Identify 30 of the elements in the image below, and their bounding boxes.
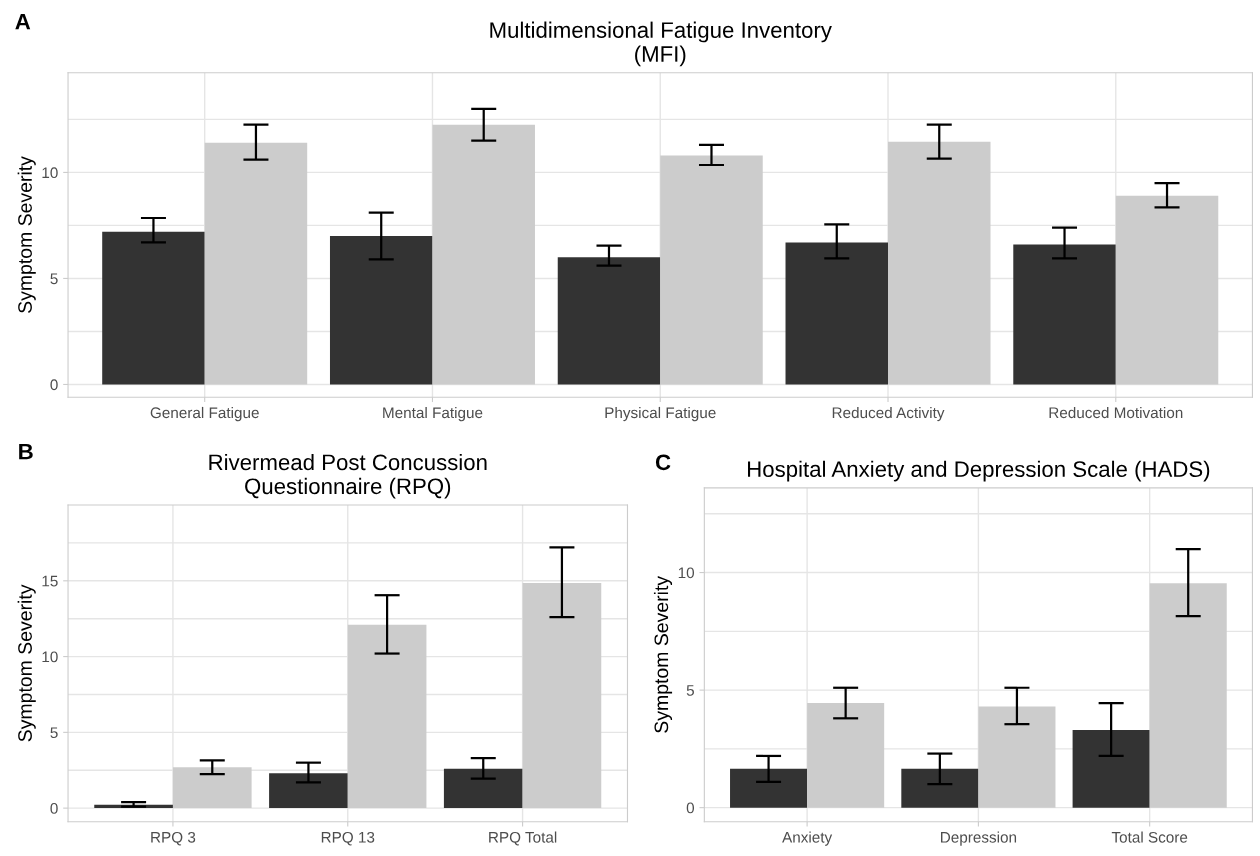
x-tick-label: Mental Fatigue [383,406,483,422]
y-axis-title: Symptom Severity [653,575,673,733]
chart-title: Rivermead Post Concussion Questionnaire (RPQ) [209,453,487,499]
x-tick-label: Anxiety [782,831,833,846]
text: C [655,454,671,471]
y-tick-label: 10 [42,167,58,179]
y-tick-label: 5 [50,727,58,739]
chart-title: Multidimensional Fatigue Inventory (MFI) [490,21,832,67]
text: B [19,443,33,460]
y-tick-label: 5 [686,685,694,696]
chart-title: Hospital Anxiety and Depression Scale (HADS) [748,460,1210,482]
y-tick-label: 10 [42,651,58,663]
y-axis-title: Symptom Severity [17,156,36,313]
x-tick-label: Total Score [1111,831,1188,843]
text: A [15,13,31,30]
x-tick-label: General Fatigue [150,406,259,422]
y-tick-label: 5 [50,273,58,285]
y-tick-label: 15 [42,575,58,587]
x-tick-label: RPQ 13 [321,831,375,846]
x-tick-label: RPQ Total [489,831,557,846]
y-tick-label: 0 [686,802,695,814]
y-tick-label: 0 [50,802,58,814]
y-tick-label: 10 [678,567,695,579]
x-tick-label: Physical Fatigue [605,406,716,422]
y-tick-label: 0 [50,379,58,391]
x-tick-label: RPQ 3 [151,831,196,846]
x-tick-label: Reduced Motivation [1049,406,1183,419]
y-axis-title: Symptom Severity [17,584,36,742]
x-tick-label: Depression [941,831,1017,846]
x-tick-label: Reduced Activity [832,406,945,422]
